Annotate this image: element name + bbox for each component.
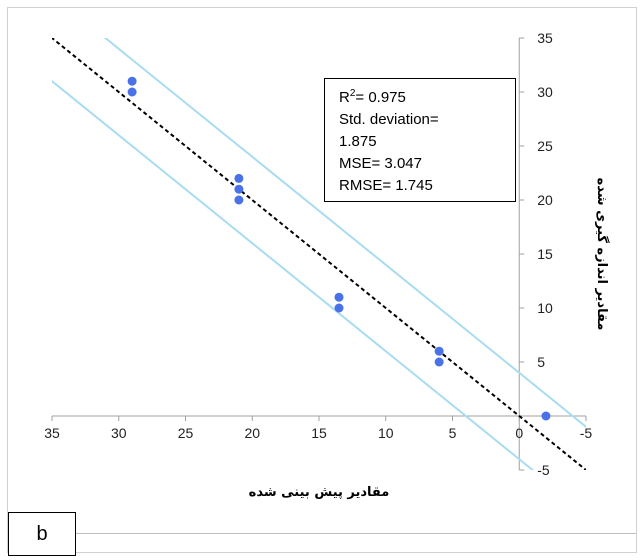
r-squared-label: R2= 0.975 — [339, 88, 406, 107]
mse-label: MSE= 3.047 — [339, 155, 422, 172]
data-point — [334, 303, 344, 313]
y-tick-label: -5 — [537, 462, 550, 478]
data-point — [234, 173, 244, 183]
y-axis-title: مقادیر اندازه گیری شده — [594, 178, 610, 331]
y-tick-label: 15 — [537, 246, 553, 262]
y-tick-label: 25 — [537, 138, 553, 154]
std-deviation-label: Std. deviation= — [339, 111, 439, 128]
data-point — [127, 76, 137, 86]
data-point — [434, 346, 444, 356]
stats-box: R2= 0.975 Std. deviation= 1.875 MSE= 3.0… — [324, 78, 516, 202]
y-tick-label: 20 — [537, 192, 553, 208]
y-tick-label: 5 — [537, 354, 545, 370]
data-point — [434, 357, 444, 367]
bottom-rule — [76, 533, 636, 534]
chart-frame — [7, 7, 637, 553]
panel-label-text: b — [36, 522, 48, 545]
x-tick-label: 25 — [178, 425, 194, 441]
x-tick-label: 0 — [515, 425, 523, 441]
band-line — [103, 38, 586, 429]
rmse-label: RMSE= 1.745 — [339, 177, 433, 194]
y-tick-label: 35 — [537, 30, 553, 46]
reference-line — [52, 38, 586, 470]
data-point — [234, 195, 244, 205]
y-tick-label: 30 — [537, 84, 553, 100]
data-point — [541, 411, 551, 421]
std-deviation-value: 1.875 — [339, 133, 377, 150]
x-tick-label: 10 — [378, 425, 394, 441]
band-line — [52, 79, 535, 470]
x-tick-label: -5 — [580, 425, 593, 441]
x-tick-label: 30 — [111, 425, 127, 441]
y-tick-label: 10 — [537, 300, 553, 316]
x-axis-title: مقادیر پیش بینی شده — [249, 485, 390, 500]
x-tick-label: 5 — [449, 425, 457, 441]
x-tick-label: 15 — [311, 425, 327, 441]
data-point — [234, 184, 244, 194]
data-point — [334, 292, 344, 302]
x-tick-label: 20 — [244, 425, 260, 441]
x-tick-label: 35 — [44, 425, 60, 441]
data-point — [127, 87, 137, 97]
panel-label: b — [8, 512, 76, 556]
